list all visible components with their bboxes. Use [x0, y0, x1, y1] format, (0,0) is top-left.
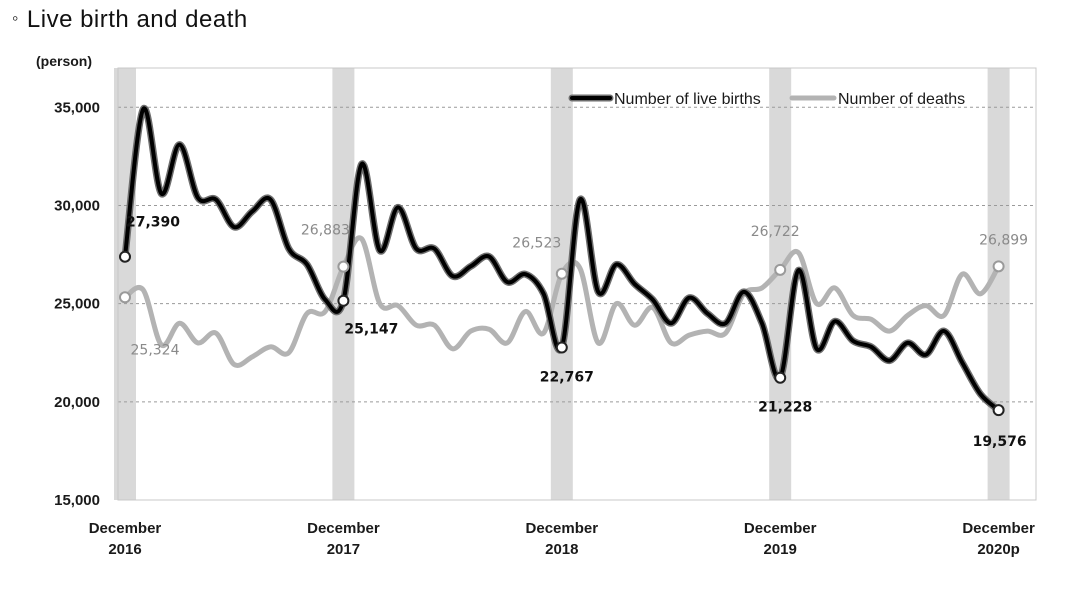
x-tick-label: December [962, 520, 1035, 537]
y-tick-label: 30,000 [54, 197, 100, 214]
deaths-data-label: 25,324 [131, 342, 180, 358]
deaths-marker [774, 263, 787, 276]
y-axis-ticks: 15,000 20,000 25,000 30,000 35,000 [54, 99, 100, 509]
legend: Number of live births Number of deaths [568, 91, 965, 108]
x-tick-label: 2017 [327, 541, 360, 558]
deaths-marker [555, 267, 568, 280]
y-tick-label: 15,000 [54, 492, 100, 509]
x-tick-label: December [526, 520, 599, 537]
december-bands [114, 68, 1010, 500]
deaths-marker [992, 260, 1005, 273]
deaths-marker [337, 260, 350, 273]
gridlines [118, 106, 1036, 403]
births-marker [774, 371, 787, 384]
deaths-data-label: 26,899 [979, 232, 1028, 248]
chart-heading: ◦ Live birth and death [12, 6, 248, 34]
x-tick-label: 2016 [108, 541, 141, 558]
highlight-markers [119, 250, 1005, 417]
x-tick-label: 2019 [764, 541, 797, 558]
bullet-icon: ◦ [12, 8, 19, 28]
y-tick-label: 20,000 [54, 394, 100, 411]
data-labels: 27,390 25,147 22,767 21,228 19,576 25,324 26,8… [126, 215, 1028, 450]
deaths-data-label: 26,883 [301, 223, 350, 239]
x-axis-ticks: December 2016 December 2017 December 2018 Dece… [89, 520, 1035, 558]
december-band-2 [550, 68, 573, 500]
births-marker [119, 250, 131, 263]
y-unit-label: (person) [36, 53, 92, 69]
december-band-0 [114, 68, 136, 500]
births-data-label: 27,390 [126, 215, 180, 231]
x-tick-label: December [307, 520, 380, 537]
births-marker [992, 404, 1005, 417]
deaths-data-label: 26,722 [751, 224, 800, 240]
x-tick-label: 2018 [545, 541, 578, 558]
x-tick-label: December [89, 520, 162, 537]
legend-label-births: Number of live births [614, 91, 761, 108]
x-tick-label: 2020p [977, 541, 1020, 558]
births-marker [555, 341, 568, 354]
births-data-label: 22,767 [540, 369, 594, 385]
december-band-3 [769, 68, 792, 500]
x-tick-label: December [744, 520, 817, 537]
births-data-label: 19,576 [973, 434, 1027, 450]
births-data-label: 25,147 [344, 322, 398, 338]
births-data-label: 21,228 [758, 400, 812, 416]
y-tick-label: 25,000 [54, 296, 100, 313]
heading-text: Live birth and death [26, 6, 248, 33]
deaths-data-label: 26,523 [512, 236, 561, 252]
plot-frame [117, 67, 1037, 501]
december-band-4 [987, 68, 1010, 500]
y-tick-label: 35,000 [54, 99, 100, 116]
births-marker [337, 294, 350, 307]
deaths-marker [119, 291, 131, 304]
legend-label-deaths: Number of deaths [838, 91, 965, 108]
